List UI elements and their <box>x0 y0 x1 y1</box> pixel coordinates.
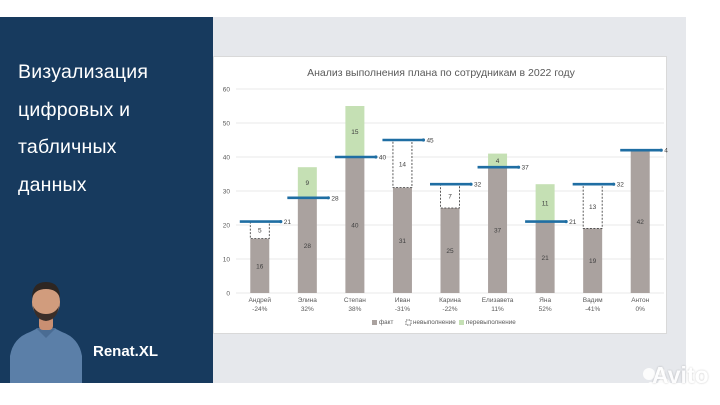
presenter-avatar <box>8 268 84 383</box>
x-tick-percent: 32% <box>301 306 314 313</box>
data-label-fact: 40 <box>351 223 359 230</box>
x-tick-percent: 52% <box>539 306 552 313</box>
data-label-underfulfill: 7 <box>448 194 452 201</box>
legend-label: перевыполнение <box>466 319 516 326</box>
plan-label: 32 <box>474 182 482 189</box>
legend-swatch <box>406 320 411 325</box>
data-label-overfulfill: 15 <box>351 129 359 136</box>
y-tick-label: 10 <box>223 257 231 264</box>
legend-label: невыполнение <box>413 319 456 326</box>
data-label-fact: 19 <box>589 258 597 265</box>
plan-marker <box>279 220 282 223</box>
slide-title: Визуализация цифровых и табличных данных <box>18 54 208 204</box>
data-label-overfulfill: 9 <box>306 180 310 187</box>
data-label-underfulfill: 5 <box>258 228 262 235</box>
plan-marker <box>422 138 425 141</box>
y-tick-label: 50 <box>223 121 231 128</box>
x-tick-percent: -41% <box>585 306 600 313</box>
slide-title-line: табличных <box>18 129 208 167</box>
plan-label: 37 <box>522 165 530 172</box>
data-label-fact: 16 <box>256 263 264 270</box>
legend-swatch <box>459 320 464 325</box>
slide-title-line: данных <box>18 167 208 205</box>
y-tick-label: 60 <box>223 87 231 94</box>
plan-marker <box>612 183 615 186</box>
plan-marker <box>469 183 472 186</box>
x-tick-label: Елизавета <box>482 297 514 304</box>
data-label-underfulfill: 13 <box>589 204 597 211</box>
plan-marker <box>327 196 330 199</box>
y-tick-label: 0 <box>226 291 230 298</box>
brand-name: Renat.XL <box>93 343 158 360</box>
slide-title-line: Визуализация <box>18 54 208 92</box>
x-tick-percent: 11% <box>491 306 504 313</box>
data-label-fact: 28 <box>304 243 312 250</box>
data-label-fact: 42 <box>637 219 645 226</box>
plan-marker <box>517 166 520 169</box>
x-tick-label: Карина <box>439 297 461 304</box>
plan-chart: Анализ выполнения плана по сотрудникам в… <box>214 57 668 335</box>
plan-label: 42 <box>664 148 668 155</box>
watermark-text: Avito <box>652 362 709 389</box>
x-tick-label: Элина <box>298 297 317 304</box>
data-label-fact: 31 <box>399 238 407 245</box>
plan-label: 21 <box>284 219 292 226</box>
data-label-underfulfill: 14 <box>399 161 407 168</box>
plan-label: 45 <box>426 138 434 145</box>
x-tick-label: Степан <box>344 297 366 304</box>
data-label-overfulfill: 11 <box>542 200 549 207</box>
plan-label: 32 <box>617 182 625 189</box>
plan-marker <box>374 155 377 158</box>
y-tick-label: 40 <box>223 155 231 162</box>
x-tick-percent: 0% <box>636 306 646 313</box>
x-tick-label: Вадим <box>583 297 603 304</box>
plan-marker <box>660 149 663 152</box>
chart-card: Анализ выполнения плана по сотрудникам в… <box>213 56 667 334</box>
plan-label: 21 <box>569 219 577 226</box>
x-tick-label: Андрей <box>248 296 271 304</box>
chart-title: Анализ выполнения плана по сотрудникам в… <box>307 67 576 79</box>
plan-marker <box>565 220 568 223</box>
x-tick-label: Яна <box>539 297 551 304</box>
x-tick-percent: 38% <box>348 306 361 313</box>
data-label-fact: 37 <box>494 228 502 235</box>
slide-title-line: цифровых и <box>18 92 208 130</box>
legend-swatch <box>372 320 377 325</box>
x-tick-label: Иван <box>395 297 411 304</box>
y-tick-label: 30 <box>223 189 231 196</box>
plan-label: 28 <box>331 195 339 202</box>
x-tick-label: Антон <box>631 297 649 304</box>
plan-label: 40 <box>379 155 387 162</box>
data-label-overfulfill: 4 <box>496 158 500 165</box>
x-tick-percent: -24% <box>252 306 267 313</box>
data-label-fact: 21 <box>541 255 549 262</box>
x-tick-percent: -31% <box>395 306 410 313</box>
data-label-fact: 25 <box>446 248 454 255</box>
y-tick-label: 20 <box>223 223 231 230</box>
legend-label: факт <box>379 319 394 326</box>
x-tick-percent: -22% <box>442 306 457 313</box>
